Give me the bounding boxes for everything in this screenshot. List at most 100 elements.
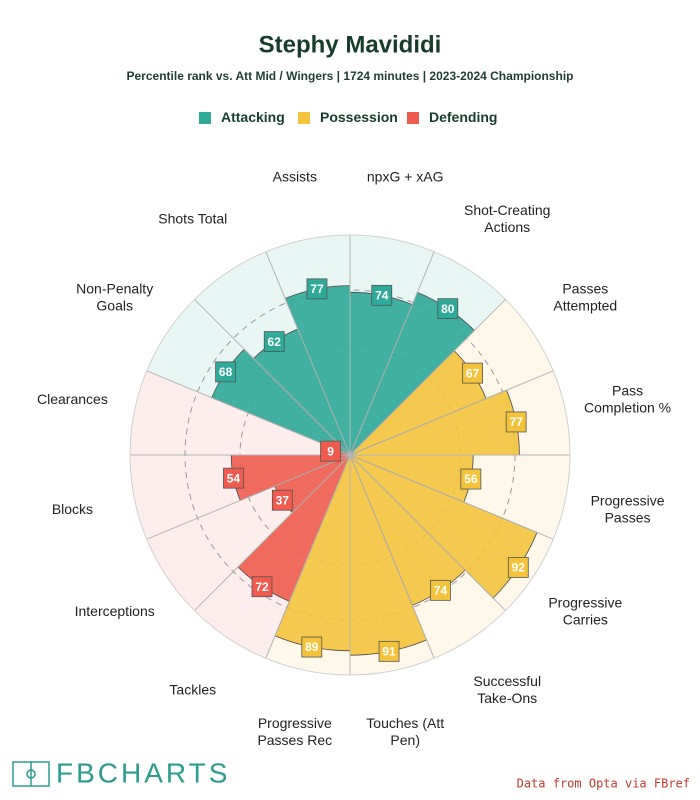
chart-subtitle: Percentile rank vs. Att Mid / Wingers | … <box>127 69 574 83</box>
category-label-line: Carries <box>563 611 608 627</box>
category-label-line: Non-Penalty <box>76 280 153 296</box>
value-label: 67 <box>466 366 480 380</box>
spoke <box>194 454 351 611</box>
value-label: 91 <box>382 645 396 659</box>
category-label-line: Touches (Att <box>366 715 444 731</box>
category-label-line: Assists <box>273 168 317 184</box>
value-label-box <box>430 579 451 601</box>
legend-label: Defending <box>429 109 497 125</box>
value-label-box <box>437 298 459 320</box>
category-label: Assists <box>273 168 317 184</box>
category-label-line: Goals <box>96 297 133 313</box>
spoke <box>349 251 435 456</box>
category-label-line: Progressive <box>548 594 622 610</box>
value-label-box <box>306 278 328 300</box>
spoke <box>349 454 554 540</box>
value-label: 72 <box>255 580 269 594</box>
value-label-box <box>223 467 244 489</box>
category-label: Blocks <box>52 501 93 517</box>
category-label-line: Interceptions <box>75 603 155 619</box>
category-label-line: Pen) <box>390 732 420 748</box>
value-label-box <box>271 489 293 511</box>
value-label-box <box>215 361 237 383</box>
legend-swatch <box>298 112 310 124</box>
chart-title: Stephy Mavididi <box>259 31 442 58</box>
spoke <box>349 454 506 611</box>
spoke <box>349 454 435 659</box>
value-label: 80 <box>441 302 455 316</box>
category-label: Progressive Passes <box>591 492 665 525</box>
value-label: 9 <box>327 444 334 458</box>
category-label: Shots Total <box>158 210 227 226</box>
value-label-box <box>507 557 529 578</box>
logo-text: FBCHARTS <box>56 757 230 788</box>
bars <box>211 285 538 656</box>
category-label-line: Passes <box>562 280 608 296</box>
category-label: Pass Completion % <box>584 382 671 415</box>
category-label: Touches (Att Pen) <box>366 715 444 748</box>
spokes <box>130 235 570 675</box>
category-label: Clearances <box>37 390 108 406</box>
value-label: 77 <box>310 282 324 296</box>
category-label: Successful Take-Ons <box>473 673 541 706</box>
legend-label: Possession <box>320 109 398 125</box>
spoke <box>265 251 351 456</box>
value-label-box <box>320 440 341 462</box>
category-label: npxG + xAG <box>367 168 444 184</box>
category-label-line: Shot-Creating <box>464 202 550 218</box>
spoke <box>194 299 351 456</box>
spoke <box>146 454 351 540</box>
category-label: Non-Penalty Goals <box>76 280 153 313</box>
category-label-line: Successful <box>473 673 541 689</box>
category-label-line: Progressive <box>258 715 332 731</box>
labels: 68 Non-Penalty Goals 62 Shots Total 77 Assists… <box>37 168 671 748</box>
category-label-line: Actions <box>484 219 530 235</box>
category-label-line: Passes <box>605 509 651 525</box>
source-note: Data from Opta via FBref <box>517 777 690 791</box>
category-label-line: Take-Ons <box>477 690 537 706</box>
category-label-line: Tackles <box>169 681 216 697</box>
slice-background <box>130 370 350 455</box>
value-label: 56 <box>464 472 478 486</box>
category-label-line: Shots Total <box>158 210 227 226</box>
value-label: 54 <box>227 471 241 485</box>
value-label: 37 <box>276 493 290 507</box>
legend-label: Attacking <box>221 109 285 125</box>
spoke <box>349 299 506 456</box>
value-label: 68 <box>219 365 233 379</box>
value-label: 77 <box>509 415 523 429</box>
value-label-box <box>460 468 482 490</box>
category-label: Progressive Passes Rec <box>257 715 332 748</box>
spoke <box>146 370 351 456</box>
outer-ring <box>129 234 571 676</box>
value-label: 62 <box>268 335 282 349</box>
category-label-line: Progressive <box>591 492 665 508</box>
value-label: 92 <box>512 561 526 575</box>
category-label-line: Clearances <box>37 390 108 406</box>
value-label-box <box>462 362 483 384</box>
logo-icon-circle <box>26 769 36 779</box>
category-label: Tackles <box>169 681 216 697</box>
value-label: 89 <box>305 640 319 654</box>
category-label: Passes Attempted <box>553 280 617 313</box>
category-label-line: Blocks <box>52 501 93 517</box>
category-label-line: npxG + xAG <box>367 168 444 184</box>
value-label: 74 <box>434 584 448 598</box>
value-label-box <box>378 640 400 662</box>
category-label: Shot-Creating Actions <box>464 202 550 235</box>
category-label: Progressive Carries <box>548 594 622 627</box>
spoke <box>349 370 554 456</box>
category-label-line: Completion % <box>584 399 671 415</box>
category-label-line: Attempted <box>553 297 617 313</box>
value-label-box <box>301 636 323 658</box>
legend-swatch <box>199 112 211 124</box>
logo: FBCHARTS <box>12 757 230 788</box>
value-label-box <box>251 576 273 598</box>
category-label: Interceptions <box>75 603 155 619</box>
category-label-line: Pass <box>612 382 643 398</box>
legend-swatch <box>407 112 419 124</box>
value-label-box <box>371 284 393 306</box>
category-label-line: Passes Rec <box>257 732 332 748</box>
value-label-box <box>505 411 527 433</box>
